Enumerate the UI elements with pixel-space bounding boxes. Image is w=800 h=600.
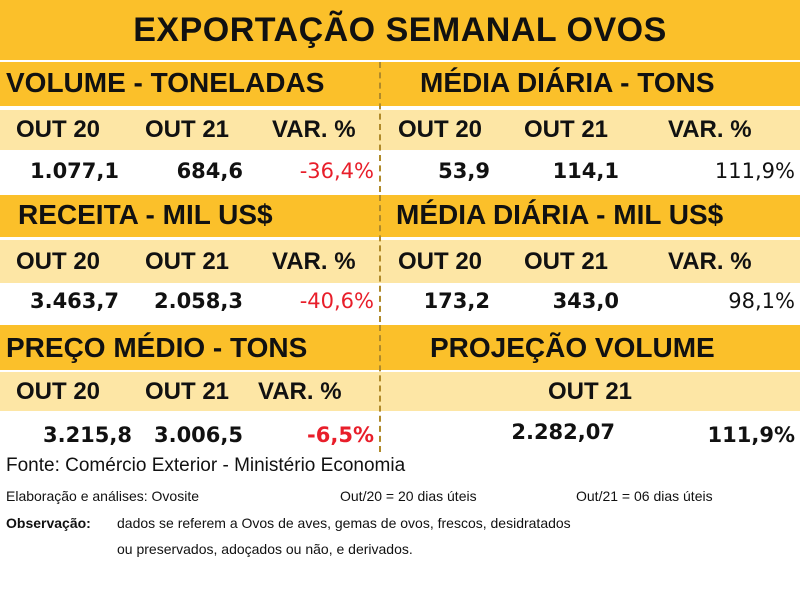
out21-days-note: Out/21 = 06 dias úteis	[576, 488, 713, 504]
volume-out21-value: 684,6	[176, 159, 243, 183]
volume-var-value: -36,4%	[299, 159, 374, 183]
media-receita-out20-value: 173,2	[423, 289, 490, 313]
column-divider	[379, 195, 381, 322]
projecao-volume-value: 2.282,07	[511, 420, 615, 444]
preco-col-out20: OUT 20	[16, 378, 101, 405]
receita-col-out20: OUT 20	[16, 248, 101, 275]
media-receita-col-var: VAR. %	[668, 248, 752, 275]
receita-out20-value: 3.463,7	[29, 289, 119, 313]
receita-heading: RECEITA - MIL US$	[18, 199, 273, 230]
source-note: Fonte: Comércio Exterior - Ministério Ec…	[6, 455, 406, 476]
header-band-3	[0, 325, 800, 370]
media-receita-out21-value: 343,0	[552, 289, 619, 313]
observacao-label: Observação:	[6, 515, 91, 531]
observacao-line-1: dados se referem a Ovos de aves, gemas d…	[117, 515, 571, 531]
media-volume-col-out21: OUT 21	[524, 116, 609, 143]
volume-col-var: VAR. %	[272, 116, 356, 143]
volume-col-out20: OUT 20	[16, 116, 101, 143]
media-receita-var-value: 98,1%	[728, 289, 795, 313]
preco-out20-value: 3.215,8	[42, 423, 132, 447]
subheader-band-2	[0, 240, 800, 283]
media-receita-col-out20: OUT 20	[398, 248, 483, 275]
media-receita-col-out21: OUT 21	[524, 248, 609, 275]
receita-col-var: VAR. %	[272, 248, 356, 275]
header-band-1	[0, 62, 800, 106]
preco-heading: PREÇO MÉDIO - TONS	[6, 332, 308, 363]
media-volume-heading: MÉDIA DIÁRIA - TONS	[420, 67, 715, 98]
projecao-var-value: 111,9%	[707, 423, 795, 447]
receita-var-value: -40,6%	[299, 289, 374, 313]
receita-out21-value: 2.058,3	[153, 289, 243, 313]
preco-var-value: -6,5%	[307, 423, 374, 447]
volume-col-out21: OUT 21	[145, 116, 230, 143]
out20-days-note: Out/20 = 20 dias úteis	[340, 488, 477, 504]
volume-out20-value: 1.077,1	[29, 159, 119, 183]
media-volume-col-var: VAR. %	[668, 116, 752, 143]
receita-col-out21: OUT 21	[145, 248, 230, 275]
media-volume-var-value: 111,9%	[714, 159, 795, 183]
page-title: EXPORTAÇÃO SEMANAL OVOS	[0, 0, 800, 60]
media-receita-heading: MÉDIA DIÁRIA - MIL US$	[396, 199, 724, 230]
media-volume-col-out20: OUT 20	[398, 116, 483, 143]
media-volume-out20-value: 53,9	[438, 159, 490, 183]
preco-out21-value: 3.006,5	[153, 423, 243, 447]
column-divider	[379, 62, 381, 192]
elaboracao-note: Elaboração e análises: Ovosite	[6, 488, 199, 504]
projecao-col-out21: OUT 21	[547, 378, 633, 405]
header-band-2	[0, 195, 800, 237]
subheader-band-1	[0, 110, 800, 150]
preco-col-out21: OUT 21	[145, 378, 230, 405]
subheader-band-3	[0, 372, 800, 411]
projecao-heading: PROJEÇÃO VOLUME	[430, 332, 715, 363]
preco-col-var: VAR. %	[258, 378, 342, 405]
media-volume-out21-value: 114,1	[552, 159, 619, 183]
observacao-line-2: ou preservados, adoçados ou não, e deriv…	[117, 541, 413, 557]
column-divider	[379, 325, 381, 452]
volume-heading: VOLUME - TONELADAS	[6, 67, 325, 98]
